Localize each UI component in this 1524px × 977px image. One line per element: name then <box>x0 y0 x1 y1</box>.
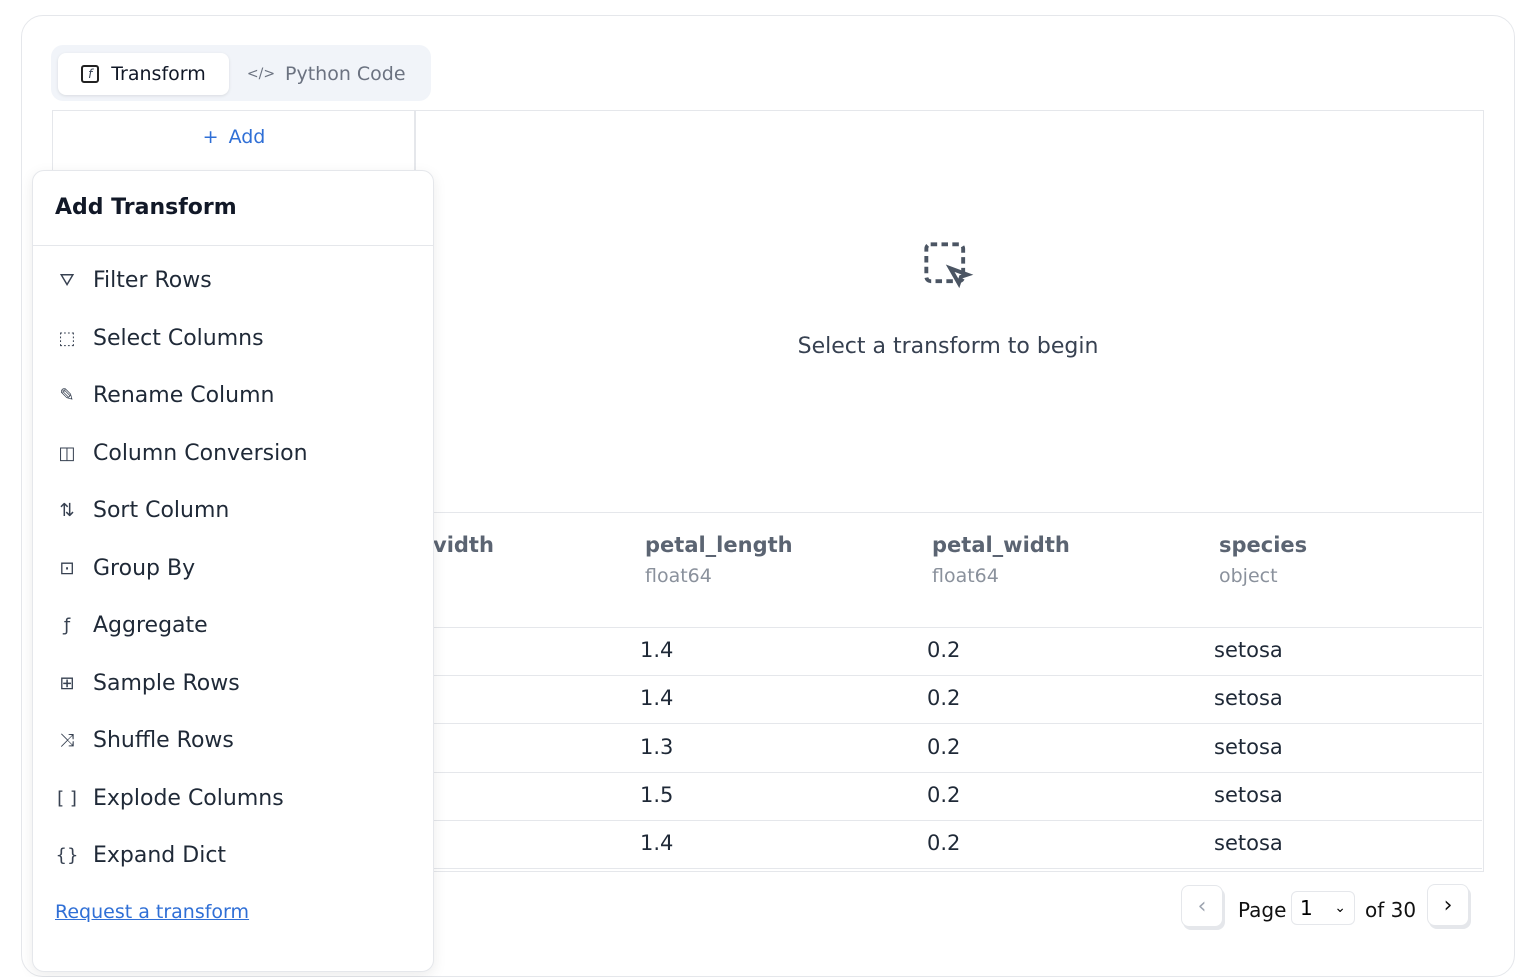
chevron-left-icon: ‹ <box>1197 893 1207 919</box>
empty-state-text: Select a transform to begin <box>797 334 1099 359</box>
menu-item-label: Expand Dict <box>93 843 227 868</box>
table-row: 1.3 0.2 setosa <box>415 724 1482 773</box>
function-icon: f <box>81 65 100 83</box>
menu-item[interactable]: ⛛ Filter Rows <box>55 268 212 293</box>
cell: 1.3 <box>640 734 674 759</box>
column-name: vidth <box>433 533 494 557</box>
brackets-icon: [ ] <box>57 787 77 809</box>
menu-item-label: Filter Rows <box>93 268 212 293</box>
plus-icon: + <box>202 126 219 148</box>
column-type: float64 <box>932 565 999 587</box>
add-transform-menu: Add Transform ⛛ Filter Rows ⬚ Select Column… <box>32 170 434 972</box>
select-cursor-icon <box>924 242 974 289</box>
chevron-down-icon: ⌄ <box>1334 900 1346 916</box>
column-name: species <box>1219 533 1308 557</box>
code-icon: </> <box>246 66 276 82</box>
cell: setosa <box>1214 734 1283 759</box>
menu-item-label: Rename Column <box>93 383 275 408</box>
tab-label: Transform <box>111 63 206 85</box>
group-icon: ⊡ <box>59 557 75 579</box>
table-row: 1.4 0.2 setosa <box>415 675 1482 725</box>
column-name: petal_length <box>645 533 793 557</box>
cell: 0.2 <box>927 831 961 856</box>
column-header[interactable]: species object <box>1219 533 1307 587</box>
tab-python-code[interactable]: </> Python Code <box>246 53 406 95</box>
sort-icon: ⇅ <box>59 500 75 521</box>
prev-page-button[interactable]: ‹ <box>1181 885 1223 927</box>
columns-icon: ◫ <box>58 442 76 464</box>
cell: setosa <box>1214 782 1283 807</box>
table-row: 1.4 0.2 setosa <box>415 820 1482 870</box>
tab-label: Python Code <box>285 63 406 85</box>
menu-item-label: Shuffle Rows <box>93 728 234 753</box>
cell: setosa <box>1214 638 1283 662</box>
cell: 1.4 <box>640 638 674 662</box>
filter-icon: ⛛ <box>59 270 75 291</box>
menu-item[interactable]: ⤨ Shuffle Rows <box>55 728 234 753</box>
column-header[interactable]: petal_width float64 <box>932 533 1070 587</box>
menu-item[interactable]: ⊡ Group By <box>55 556 195 581</box>
menu-item-label: Sample Rows <box>93 670 240 696</box>
menu-item-label: Group By <box>93 555 196 581</box>
select-columns-icon: ⬚ <box>58 327 76 349</box>
column-header[interactable]: vidth <box>433 533 494 557</box>
cell: 0.2 <box>927 638 961 662</box>
menu-item-label: Select Columns <box>93 325 264 351</box>
cell: 1.4 <box>640 686 674 711</box>
table-row: 1.4 0.2 setosa <box>415 627 1482 676</box>
next-page-button[interactable]: › <box>1427 884 1469 926</box>
menu-item-label: Aggregate <box>93 613 208 638</box>
cell: 1.5 <box>640 782 674 807</box>
transform-list-panel: + Add <box>52 110 416 171</box>
tab-transform[interactable]: f Transform <box>58 53 229 95</box>
column-header[interactable]: petal_length float64 <box>645 533 793 587</box>
add-button[interactable]: + Add <box>53 111 415 163</box>
menu-item[interactable]: ƒ Aggregate <box>55 613 208 638</box>
cell: 0.2 <box>927 734 961 759</box>
cell: 0.2 <box>927 782 961 807</box>
cell: 0.2 <box>927 686 961 711</box>
menu-item[interactable]: ⬚ Select Columns <box>55 325 264 351</box>
aggregate-icon: ƒ <box>63 615 71 636</box>
file-braces-icon: {} <box>55 845 79 866</box>
request-transform-link[interactable]: Request a transform <box>55 901 250 923</box>
menu-item[interactable]: ◫ Column Conversion <box>55 440 308 466</box>
page-select-value: 1 <box>1300 896 1313 920</box>
menu-item-label: Column Conversion <box>93 440 308 466</box>
page-select[interactable]: 1 ⌄ <box>1291 891 1355 925</box>
menu-item[interactable]: ✎ Rename Column <box>55 383 274 408</box>
page-count: of 30 <box>1365 898 1417 922</box>
menu-item[interactable]: {} Expand Dict <box>55 843 227 868</box>
column-type: object <box>1219 565 1278 587</box>
column-type: float64 <box>645 565 712 587</box>
cell: 1.4 <box>640 831 674 856</box>
menu-item-label: Explode Columns <box>93 785 284 811</box>
table-row: 1.5 0.2 setosa <box>415 772 1482 821</box>
menu-item-label: Sort Column <box>93 498 230 523</box>
menu-item[interactable]: [ ] Explode Columns <box>55 786 284 811</box>
cell: setosa <box>1214 831 1283 856</box>
cell: setosa <box>1214 686 1283 711</box>
column-name: petal_width <box>932 533 1070 557</box>
add-label: Add <box>228 126 266 148</box>
tab-bar: f Transform </> Python Code <box>51 45 431 101</box>
empty-state: Select a transform to begin <box>414 240 1482 359</box>
shuffle-icon: ⤨ <box>59 730 75 751</box>
menu-item[interactable]: ⊞ Sample Rows <box>55 670 240 696</box>
menu-title: Add Transform <box>33 171 433 246</box>
chevron-right-icon: › <box>1443 892 1453 918</box>
sample-icon: ⊞ <box>59 672 75 694</box>
menu-item[interactable]: ⇅ Sort Column <box>55 498 229 523</box>
pencil-icon: ✎ <box>59 385 75 406</box>
page-label: Page <box>1238 898 1287 922</box>
